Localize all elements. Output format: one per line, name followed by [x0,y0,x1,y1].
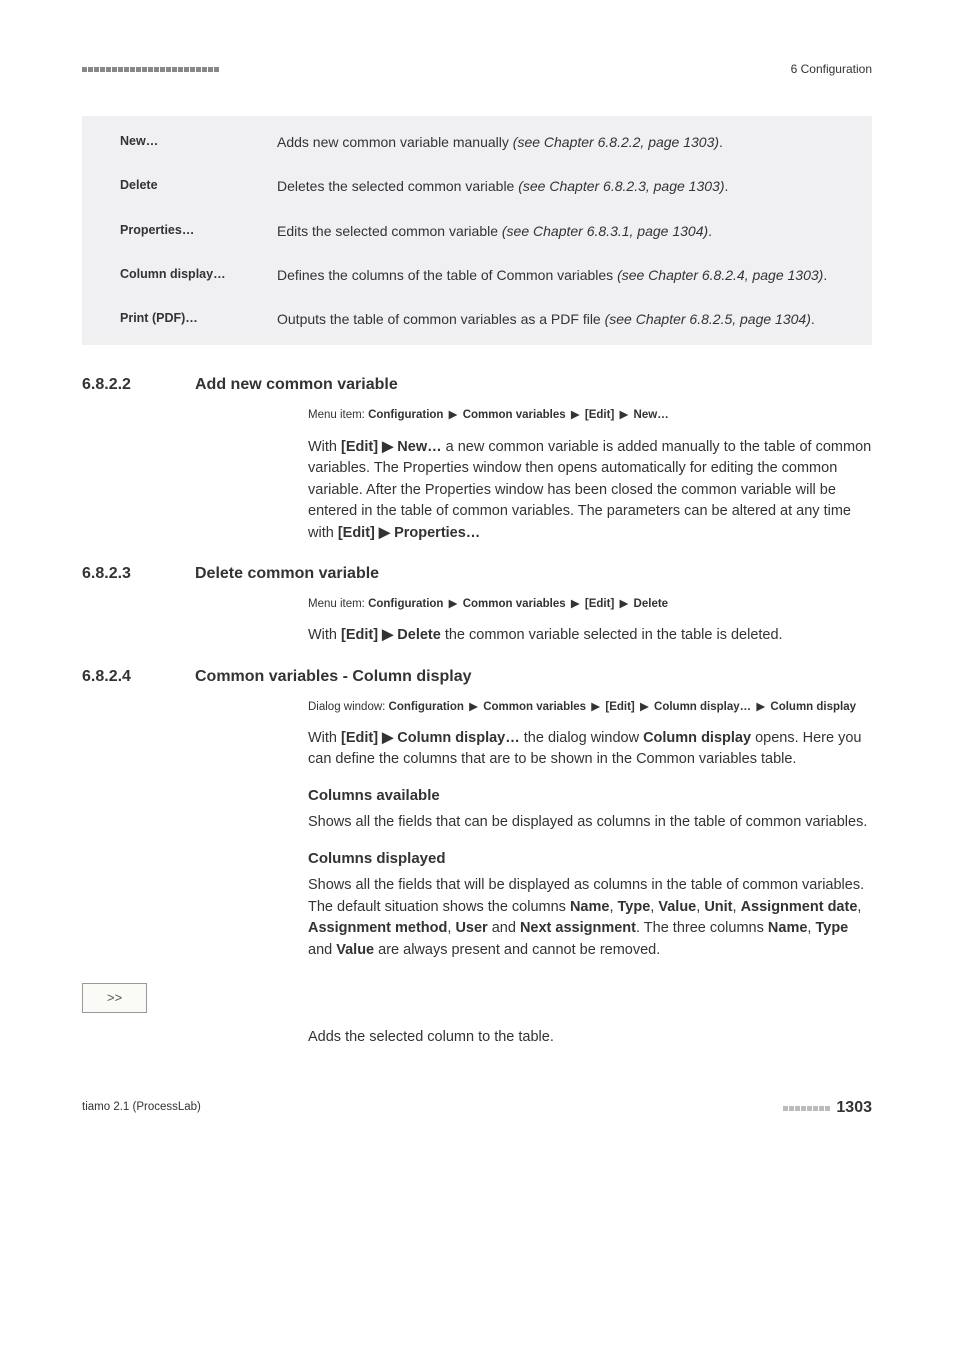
definition-row: New… Adds new common variable manually (… [82,120,872,164]
body-paragraph: Shows all the fields that can be display… [308,812,872,833]
section-number: 6.8.2.2 [82,373,195,397]
definition-row: Print (PDF)… Outputs the table of common… [82,297,872,341]
body-paragraph: Shows all the fields that will be displa… [308,875,872,961]
menu-path: Dialog window: Configuration ▶ Common va… [308,699,872,716]
body-paragraph: With [Edit] ▶ New… a new common variable… [308,437,872,544]
definition-term: Print (PDF)… [120,309,277,329]
section-title: Common variables - Column display [195,665,472,689]
sub-heading: Columns available [308,785,872,808]
body-paragraph: With [Edit] ▶ Column display… the dialog… [308,728,872,771]
definition-description: Deletes the selected common variable (se… [277,176,852,196]
definition-row: Properties… Edits the selected common va… [82,209,872,253]
section-heading: 6.8.2.3 Delete common variable [82,562,872,586]
add-column-button[interactable]: >> [82,983,147,1013]
header-section-label: 6 Configuration [791,60,872,78]
definition-row: Column display… Defines the columns of t… [82,253,872,297]
definition-description: Defines the columns of the table of Comm… [277,265,852,285]
section-number: 6.8.2.3 [82,562,195,586]
definition-row: Delete Deletes the selected common varia… [82,164,872,208]
menu-path: Menu item: Configuration ▶ Common variab… [308,407,872,424]
body-paragraph: Adds the selected column to the table. [308,1027,872,1048]
definition-description: Edits the selected common variable (see … [277,221,852,241]
menu-path: Menu item: Configuration ▶ Common variab… [308,596,872,613]
header-dots-decoration [82,67,219,72]
sub-heading: Columns displayed [308,848,872,871]
body-paragraph: With [Edit] ▶ Delete the common variable… [308,625,872,646]
definition-description: Outputs the table of common variables as… [277,309,852,329]
page-footer: tiamo 2.1 (ProcessLab) 1303 [82,1096,872,1120]
definition-table: New… Adds new common variable manually (… [82,116,872,345]
section-title: Add new common variable [195,373,398,397]
definition-description: Adds new common variable manually (see C… [277,132,852,152]
definition-term: Delete [120,176,277,196]
section-heading: 6.8.2.4 Common variables - Column displa… [82,665,872,689]
definition-term: Column display… [120,265,277,285]
section-title: Delete common variable [195,562,379,586]
footer-dots-decoration [783,1106,830,1111]
definition-term: Properties… [120,221,277,241]
definition-term: New… [120,132,277,152]
page-header: 6 Configuration [82,60,872,78]
section-number: 6.8.2.4 [82,665,195,689]
footer-product-label: tiamo 2.1 (ProcessLab) [82,1099,201,1116]
section-heading: 6.8.2.2 Add new common variable [82,373,872,397]
page-number: 1303 [836,1096,872,1120]
